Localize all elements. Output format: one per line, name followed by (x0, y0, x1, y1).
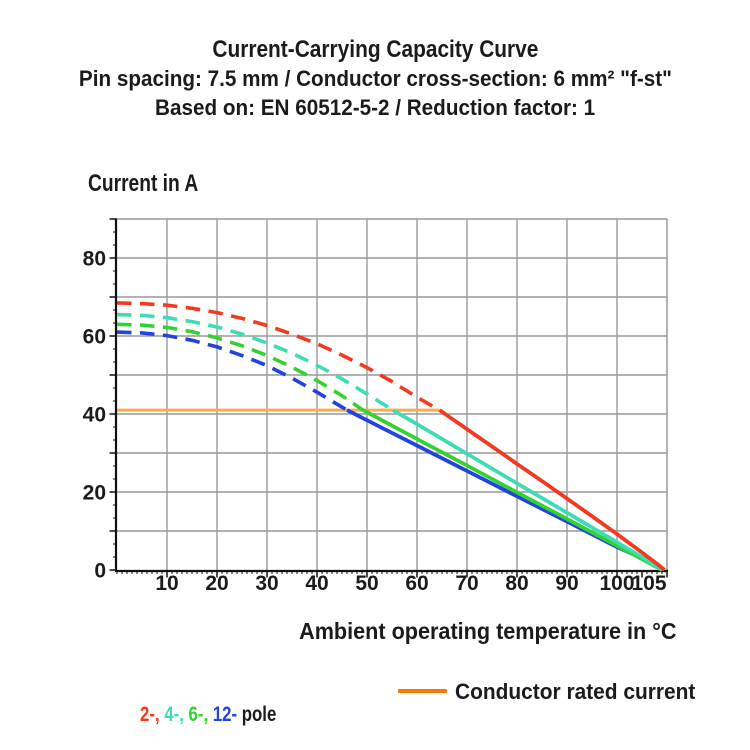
pole-legend-part: 2-, (140, 703, 165, 726)
x-tick-label-80: 80 (505, 572, 528, 595)
pole-legend: 2-, 4-, 6-, 12- pole (117, 679, 311, 750)
x-axis-title-text: Ambient operating temperature in °C (299, 618, 677, 644)
x-tick-label-70: 70 (455, 572, 478, 595)
x-tick-label-20: 20 (205, 572, 228, 595)
page-title-text: Current-Carrying Capacity Curve (211, 36, 539, 63)
curve-2-pole-solid (438, 408, 666, 572)
pole-legend-part: 6-, (188, 703, 214, 726)
curve-12-pole-dashed (116, 330, 348, 412)
x-tick-label-100: 100 (599, 572, 634, 595)
subtitle-based-on-text: Based on: EN 60512-5-2 / Reduction facto… (154, 95, 596, 120)
y-tick-label-40: 40 (83, 404, 106, 427)
x-tick-label-60: 60 (405, 572, 428, 595)
y-tick-label-20: 20 (83, 482, 106, 505)
x-tick-label-10: 10 (155, 572, 178, 595)
subtitle-pin-spacing-text: Pin spacing: 7.5 mm / Conductor cross-se… (78, 66, 672, 91)
x-axis-title: Ambient operating temperature in °C (275, 618, 677, 645)
y-tick-label-80: 80 (83, 248, 106, 271)
subtitle-pin-spacing: Pin spacing: 7.5 mm / Conductor cross-se… (0, 66, 750, 92)
x-tick-label-30: 30 (255, 572, 278, 595)
page-title: Current-Carrying Capacity Curve (0, 36, 750, 64)
pole-legend-part: 12- (213, 703, 243, 726)
curve-4-pole-solid (392, 408, 664, 572)
subtitle-based-on: Based on: EN 60512-5-2 / Reduction facto… (0, 95, 750, 121)
y-tick-label-60: 60 (83, 326, 106, 349)
rated-current-legend: Conductor rated current (455, 679, 708, 705)
pole-legend-part: pole (242, 703, 277, 726)
x-tick-label-105: 105 (631, 572, 666, 595)
pole-legend-parts: 2-, 4-, 6-, 12- pole (140, 703, 276, 727)
y-axis-title: Current in A (88, 170, 226, 198)
curve-2-pole-dashed (116, 301, 441, 412)
y-axis-title-text: Current in A (88, 170, 199, 197)
curve-6-pole-solid (362, 408, 663, 572)
x-tick-label-40: 40 (305, 572, 328, 595)
curve-6-pole-dashed (116, 322, 365, 412)
curve-4-pole-dashed (116, 312, 394, 412)
x-tick-label-90: 90 (555, 572, 578, 595)
x-tick-label-50: 50 (355, 572, 378, 595)
pole-legend-part: 4-, (164, 703, 189, 726)
y-tick-label-0: 0 (94, 560, 106, 583)
rated-current-swatch (398, 689, 447, 693)
rated-current-legend-text: Conductor rated current (455, 679, 696, 704)
